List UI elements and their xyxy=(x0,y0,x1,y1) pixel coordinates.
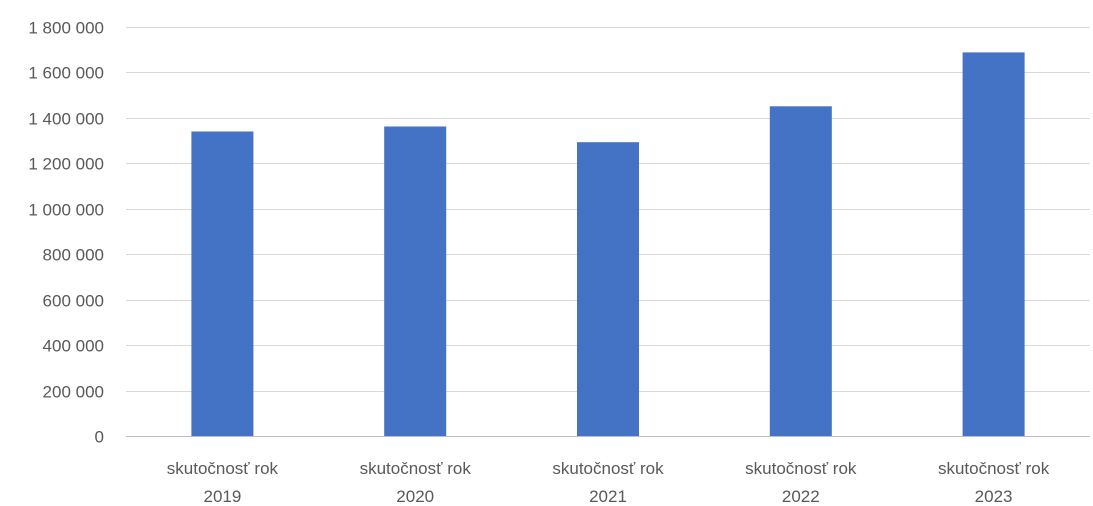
x-tick-label: skutočnosť rok xyxy=(552,459,664,478)
x-tick-label: skutočnosť rok xyxy=(360,459,472,478)
x-tick-label: 2023 xyxy=(975,487,1013,506)
bar xyxy=(577,142,639,436)
x-tick-label: 2020 xyxy=(396,487,434,506)
y-tick-label: 800 000 xyxy=(43,246,104,265)
y-tick-label: 400 000 xyxy=(43,337,104,356)
bar xyxy=(191,131,254,436)
y-tick-label: 600 000 xyxy=(43,292,104,311)
bar xyxy=(769,106,832,437)
bars xyxy=(191,52,1025,437)
x-tick-label: skutočnosť rok xyxy=(745,459,857,478)
bar xyxy=(384,126,447,436)
y-axis-ticks: 0 200 000 400 000 600 000 800 000 1 000 000 1 … xyxy=(28,19,104,447)
x-tick-label: skutočnosť rok xyxy=(167,459,279,478)
y-tick-label: 1 000 000 xyxy=(28,201,104,220)
y-tick-label: 1 400 000 xyxy=(28,110,104,129)
x-tick-label: 2022 xyxy=(782,487,820,506)
x-tick-label: 2021 xyxy=(589,487,627,506)
y-tick-label: 1 600 000 xyxy=(28,64,104,83)
x-tick-label: 2019 xyxy=(203,487,241,506)
y-tick-label: 1 800 000 xyxy=(28,19,104,38)
y-tick-label: 0 xyxy=(95,428,104,447)
y-tick-label: 1 200 000 xyxy=(28,155,104,174)
x-tick-label: skutočnosť rok xyxy=(938,459,1050,478)
bar xyxy=(962,52,1025,437)
x-axis-labels: skutočnosť rok 2019 skutočnosť rok 2020 skut… xyxy=(167,459,1050,506)
y-tick-label: 200 000 xyxy=(43,383,104,402)
